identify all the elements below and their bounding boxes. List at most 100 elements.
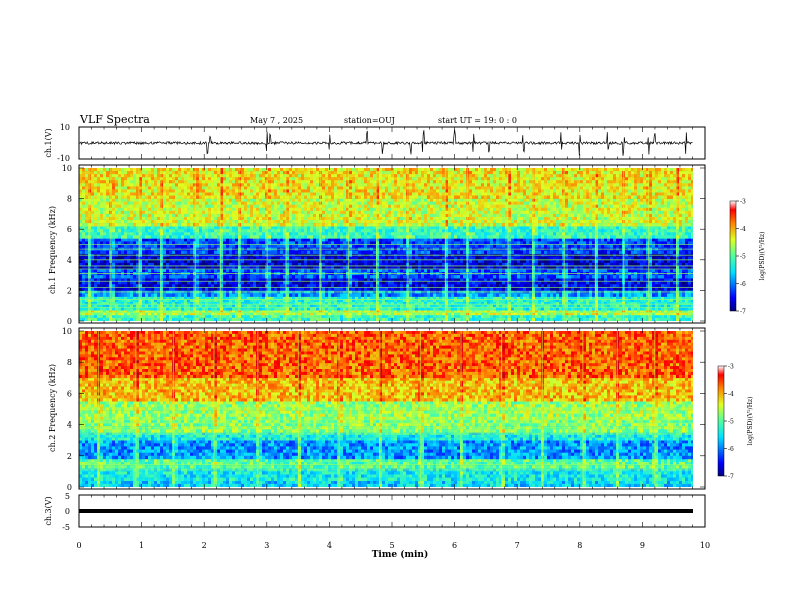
spectrogram-cell — [640, 296, 644, 300]
spectrogram-cell — [313, 307, 317, 311]
spectrogram-cell — [454, 278, 458, 282]
spectrogram-cell — [565, 262, 569, 267]
spectrogram-cell — [274, 296, 278, 300]
spectrogram-cell — [184, 287, 188, 291]
spectrogram-cell — [235, 314, 239, 319]
spectrogram-cell — [508, 293, 512, 297]
spectrogram-cell — [487, 262, 491, 267]
spectrogram-cell — [439, 281, 443, 285]
spectrogram-cell — [355, 299, 359, 303]
spectrogram-cell — [532, 310, 536, 313]
spectrogram-cell — [412, 238, 416, 242]
spectrogram-cell — [103, 293, 107, 297]
spectrogram-cell — [169, 317, 173, 321]
spectrogram-cell — [136, 314, 140, 319]
spectrogram-cell — [391, 269, 395, 273]
spectrogram-cell — [457, 293, 461, 297]
spectrogram-cell — [352, 296, 356, 300]
spectrogram-cell — [526, 269, 530, 273]
spectrogram-cell — [130, 265, 134, 270]
spectrogram-cell — [619, 262, 623, 267]
spectrogram-cell — [616, 314, 620, 319]
spectrogram-cell — [97, 275, 101, 279]
spectrogram-cell — [520, 275, 524, 279]
spectrogram-cell — [124, 317, 128, 321]
spectrogram-cell — [364, 238, 368, 242]
spectrogram-cell — [145, 259, 149, 264]
spectrogram-cell — [568, 278, 572, 282]
spectrogram-cell — [199, 317, 203, 321]
spectrogram-cell — [478, 310, 482, 313]
spectrogram-cell — [553, 281, 557, 285]
spectrogram-cell — [259, 317, 263, 321]
spectrogram-cell — [655, 312, 659, 316]
spectrogram-cell — [268, 310, 272, 313]
spectrogram-cell — [205, 293, 209, 297]
spectrogram-cell — [502, 287, 506, 291]
spectrogram-cell — [616, 302, 620, 306]
spectrogram-cell — [187, 287, 191, 291]
spectrogram-cell — [289, 299, 293, 303]
spectrogram-cell — [124, 275, 128, 279]
spectrogram-cell — [157, 307, 161, 311]
spectrogram-cell — [418, 307, 422, 311]
spectrogram-cell — [169, 256, 173, 261]
spectrogram-cell — [433, 310, 437, 313]
spectrogram-cell — [217, 259, 221, 264]
spectrogram-cell — [175, 296, 179, 300]
spectrogram-cell — [175, 284, 179, 288]
spectrogram-cell — [316, 314, 320, 319]
spectrogram-cell — [553, 259, 557, 264]
spectrogram-cell — [670, 259, 674, 264]
spectrogram-cell — [379, 293, 383, 297]
spectrogram-cell — [526, 284, 530, 288]
spectrogram-cell — [667, 265, 671, 270]
spectrogram-cell — [217, 307, 221, 311]
spectrogram-cell — [229, 296, 233, 300]
spectrogram-cell — [379, 302, 383, 306]
spectrogram-cell — [583, 296, 587, 300]
spectrogram-cell — [409, 238, 413, 242]
spectrogram-cell — [223, 293, 227, 297]
spectrogram-cell — [550, 302, 554, 306]
spectrogram-cell — [412, 269, 416, 273]
spectrogram-cell — [673, 314, 677, 319]
spectrogram-cell — [205, 275, 209, 279]
spectrogram-cell — [517, 238, 521, 242]
spectrogram-cell — [118, 281, 122, 285]
spectrogram-cell — [457, 256, 461, 261]
spectrogram-cell — [166, 262, 170, 267]
spectrogram-cell — [685, 317, 689, 321]
spectrogram-cell — [283, 302, 287, 306]
spectrogram-cell — [259, 262, 263, 267]
spectrogram-cell — [433, 265, 437, 270]
spectrogram-cell — [490, 256, 494, 261]
spectrogram-cell — [277, 287, 281, 291]
spectrogram-cell — [130, 269, 134, 273]
spectrogram-cell — [403, 275, 407, 279]
spectrogram-cell — [559, 299, 563, 303]
spectrogram-cell — [148, 293, 152, 297]
spectrogram-cell — [172, 312, 176, 316]
spectrogram-cell — [310, 312, 314, 316]
spectrogram-cell — [160, 312, 164, 316]
spectrogram-cell — [178, 262, 182, 267]
spectrogram-cell — [304, 302, 308, 306]
spectrogram-cell — [607, 259, 611, 264]
spectrogram-cell — [127, 304, 131, 308]
spectrogram-cell — [445, 281, 449, 285]
spectrogram-cell — [349, 284, 353, 288]
spectrogram-cell — [529, 317, 533, 321]
spectrogram-cell — [430, 312, 434, 316]
spectrogram-cell — [214, 259, 218, 264]
spectrogram-cell — [436, 314, 440, 319]
spectrogram-cell — [541, 259, 545, 264]
spectrogram-cell — [172, 317, 176, 321]
spectrogram-cell — [667, 307, 671, 311]
spectrogram-cell — [691, 256, 693, 261]
spectrogram-cell — [163, 256, 167, 261]
spectrogram-cell — [175, 307, 179, 311]
spectrogram-cell — [394, 265, 398, 270]
spectrogram-cell — [97, 238, 101, 242]
spectrogram-cell — [292, 296, 296, 300]
